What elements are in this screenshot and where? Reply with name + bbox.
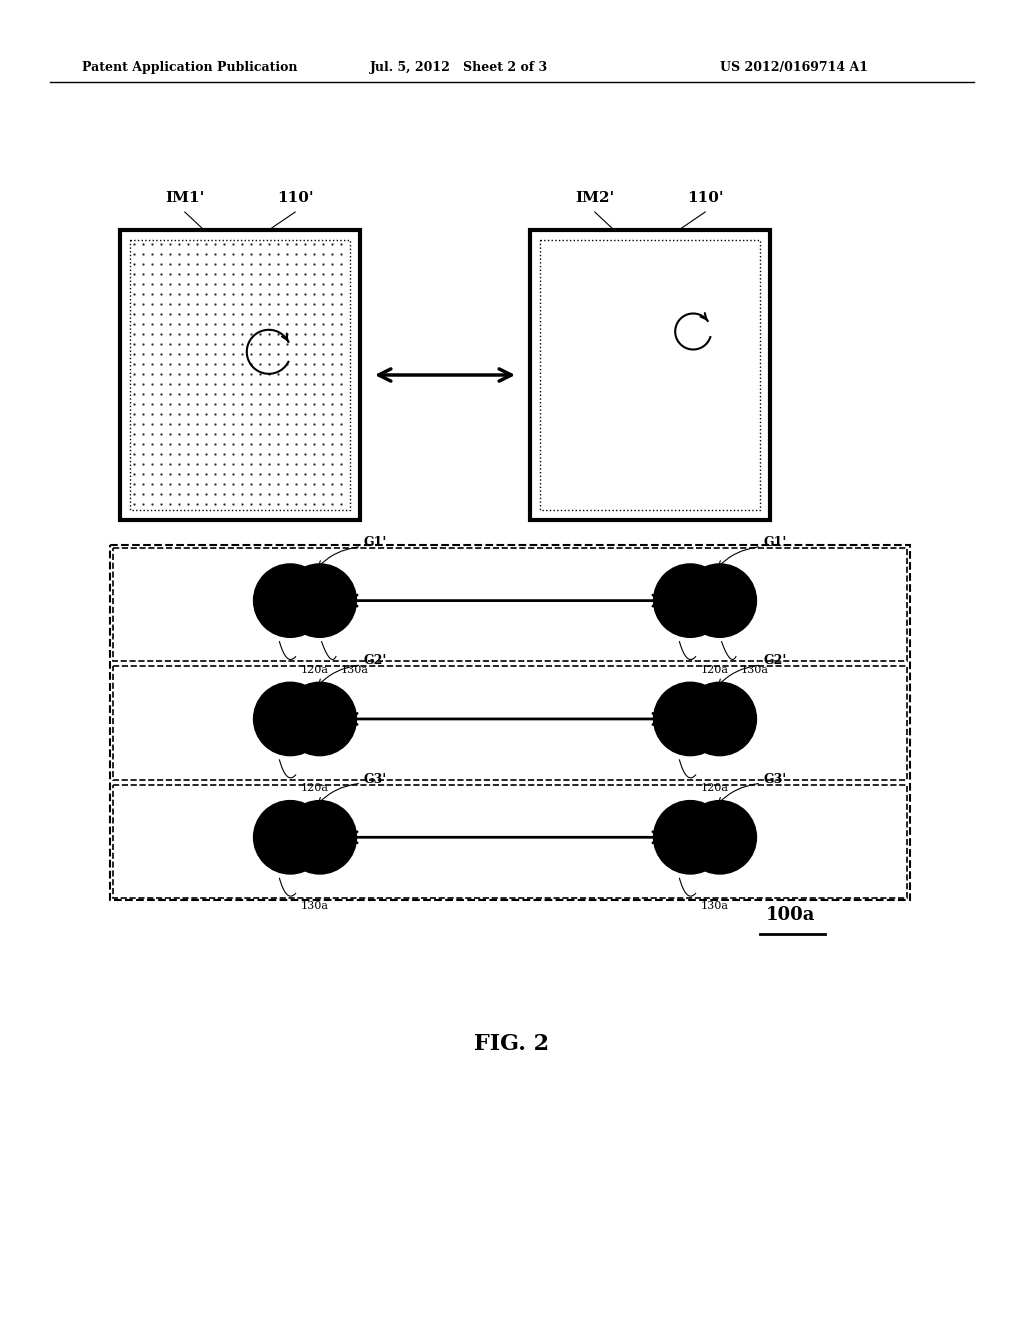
Text: ON: ON	[710, 713, 730, 726]
Text: OFF: OFF	[677, 830, 703, 843]
Circle shape	[684, 682, 756, 755]
Bar	[110, 545, 910, 900]
Text: IM2': IM2'	[575, 191, 614, 205]
Circle shape	[284, 801, 355, 874]
Text: 110': 110'	[687, 191, 724, 205]
Text: G1': G1'	[364, 536, 387, 549]
Text: ON: ON	[680, 713, 700, 726]
Text: OFF: OFF	[278, 830, 303, 843]
Bar	[120, 230, 360, 520]
Text: G3': G3'	[364, 772, 386, 785]
Text: G3': G3'	[763, 772, 786, 785]
Bar	[130, 240, 350, 510]
Text: ON: ON	[281, 594, 300, 607]
Text: Jul. 5, 2012   Sheet 2 of 3: Jul. 5, 2012 Sheet 2 of 3	[370, 62, 548, 74]
Text: OFF: OFF	[307, 830, 333, 843]
Text: OFF: OFF	[677, 594, 703, 607]
Text: US 2012/0169714 A1: US 2012/0169714 A1	[720, 62, 868, 74]
Circle shape	[284, 682, 355, 755]
Bar	[113, 667, 907, 780]
Text: ON: ON	[710, 594, 730, 607]
Text: G2': G2'	[364, 655, 387, 668]
Text: ON: ON	[281, 713, 300, 726]
Text: Patent Application Publication: Patent Application Publication	[82, 62, 298, 74]
Text: 120a: 120a	[700, 783, 729, 793]
Text: G2': G2'	[763, 655, 786, 668]
Circle shape	[254, 801, 327, 874]
Text: OFF: OFF	[707, 830, 733, 843]
Circle shape	[254, 682, 327, 755]
Text: OFF: OFF	[307, 594, 333, 607]
Text: 120a: 120a	[700, 664, 729, 675]
Circle shape	[654, 565, 726, 636]
Circle shape	[284, 565, 355, 636]
Circle shape	[684, 565, 756, 636]
Bar	[540, 240, 760, 510]
Text: G1': G1'	[763, 536, 786, 549]
Text: 130a: 130a	[341, 664, 369, 675]
Text: 120a: 120a	[301, 783, 329, 793]
Text: ON: ON	[309, 713, 330, 726]
Circle shape	[654, 682, 726, 755]
Text: 130a: 130a	[301, 902, 329, 911]
Bar	[113, 784, 907, 898]
Text: 130a: 130a	[741, 664, 769, 675]
Text: 120a: 120a	[301, 664, 329, 675]
Circle shape	[684, 801, 756, 874]
Text: 110': 110'	[276, 191, 313, 205]
Bar	[113, 548, 907, 661]
Text: FIG. 2: FIG. 2	[474, 1034, 550, 1055]
Bar	[530, 230, 770, 520]
Circle shape	[254, 565, 327, 636]
Circle shape	[654, 801, 726, 874]
Text: 100a: 100a	[765, 906, 815, 924]
Text: 130a: 130a	[700, 902, 729, 911]
Text: IM1': IM1'	[165, 191, 205, 205]
